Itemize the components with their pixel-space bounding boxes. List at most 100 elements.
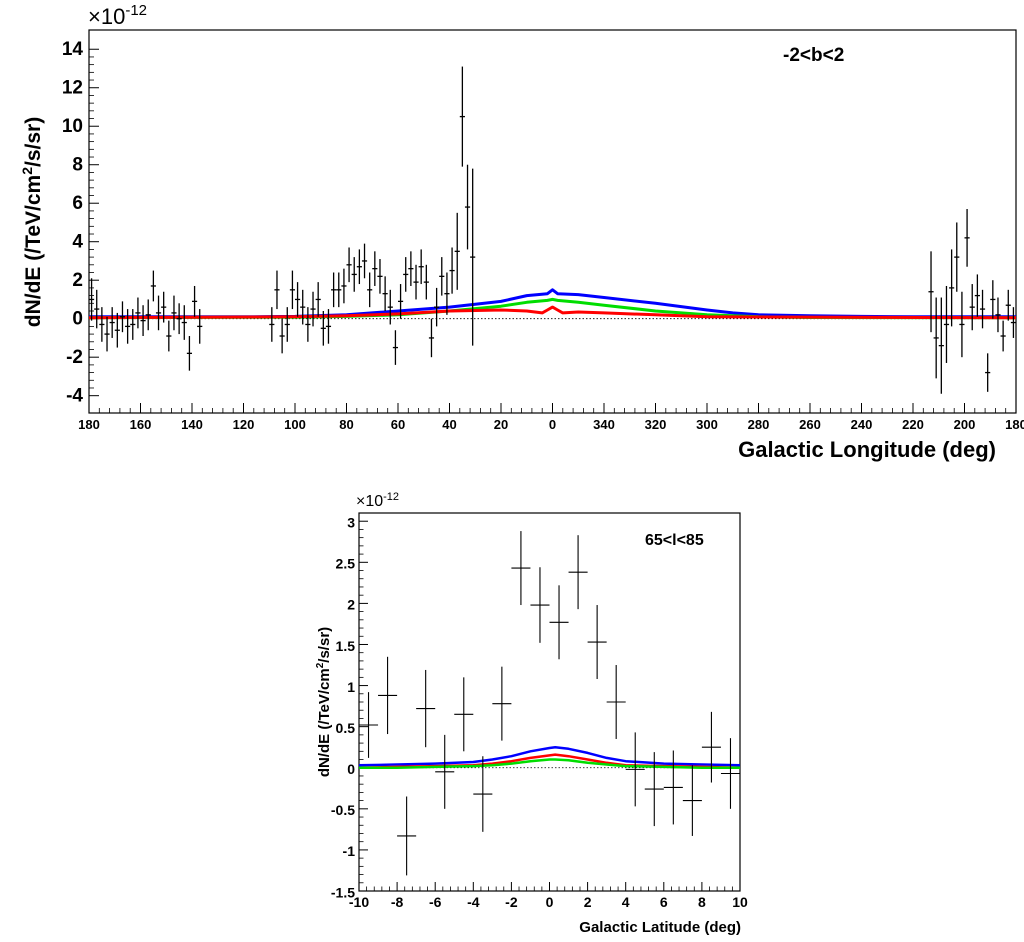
- y-tick-label: 1.5: [336, 638, 356, 654]
- y-tick-label: 4: [72, 232, 83, 253]
- y-tick-label: -0.5: [331, 802, 355, 818]
- data-point: [454, 677, 474, 752]
- x-tick-label: 60: [391, 417, 405, 432]
- data-point: [682, 765, 702, 836]
- data-point: [1010, 307, 1016, 338]
- y-tick-label: 12: [62, 78, 83, 99]
- data-point: [979, 289, 986, 329]
- data-point: [166, 320, 172, 352]
- plot-frame: [358, 512, 741, 892]
- data-point: [274, 270, 280, 310]
- data-point: [644, 752, 664, 827]
- data-point: [444, 272, 450, 315]
- data-point: [171, 295, 177, 331]
- data-point: [382, 276, 388, 311]
- data-point: [378, 656, 398, 735]
- y-tick-label: 10: [62, 116, 83, 137]
- data-point: [995, 297, 1001, 333]
- x-tick-label: 260: [799, 417, 821, 432]
- y-tick-label: 2: [347, 597, 355, 613]
- data-point: [938, 297, 944, 394]
- data-point: [361, 243, 368, 279]
- data-point: [439, 257, 445, 296]
- data-point: [701, 711, 721, 783]
- data-points: [89, 66, 1016, 394]
- y-axis-label: dN/dE (/TeV/cm2/s/sr): [315, 627, 333, 777]
- data-point: [985, 353, 991, 392]
- data-point: [295, 282, 301, 317]
- data-point: [473, 756, 493, 832]
- y-tick-label: -2: [66, 347, 83, 368]
- x-tick-label: -6: [429, 894, 442, 910]
- data-point: [435, 734, 455, 809]
- data-point: [974, 274, 980, 317]
- data-point: [269, 307, 275, 342]
- x-tick-label: 4: [622, 894, 630, 910]
- x-tick-label: -2: [505, 894, 518, 910]
- x-tick-label: -4: [467, 894, 480, 910]
- data-point: [356, 249, 362, 285]
- data-point: [398, 284, 404, 319]
- data-point: [336, 272, 342, 308]
- data-point: [511, 531, 531, 606]
- data-point: [720, 738, 740, 809]
- x-tick-label: 160: [130, 417, 152, 432]
- y-tick-label: 1: [347, 679, 355, 695]
- x-tick-label: 6: [660, 894, 668, 910]
- y-tick-label: 0: [72, 309, 83, 330]
- data-point: [449, 247, 455, 294]
- x-tick-label: 300: [696, 417, 718, 432]
- y-tick-label: 8: [72, 155, 83, 176]
- y-tick-label: 2: [72, 270, 83, 291]
- data-point: [959, 291, 965, 358]
- data-point: [351, 257, 357, 292]
- blue-model-curve: [89, 288, 1016, 319]
- data-point: [470, 168, 476, 346]
- x-tick-label: 2: [584, 894, 592, 910]
- x-tick-label: 200: [954, 417, 976, 432]
- y-tick-label: 0.5: [336, 720, 356, 736]
- data-point: [135, 297, 141, 329]
- y-tick-label: 3: [347, 515, 355, 531]
- latitude-profile-panel: ×10-12 65<l<85 Galactic Latitude (deg) d…: [315, 491, 748, 936]
- data-point: [663, 750, 683, 825]
- data-point: [434, 287, 440, 327]
- data-point: [109, 307, 115, 338]
- exponent-label: ×10-12: [88, 2, 147, 29]
- x-tick-label: 40: [442, 417, 456, 432]
- data-point: [192, 285, 198, 317]
- data-point: [549, 585, 569, 660]
- data-point: [197, 309, 203, 344]
- x-tick-label: 240: [851, 417, 873, 432]
- plot-frame: [88, 29, 1017, 414]
- x-tick-label: 80: [339, 417, 353, 432]
- data-point: [99, 307, 105, 342]
- blue-model-curve: [358, 745, 741, 767]
- data-point: [300, 289, 306, 325]
- region-annotation: -2<b<2: [783, 45, 844, 66]
- red-model-curve: [358, 753, 741, 769]
- x-tick-label: 120: [233, 417, 255, 432]
- data-point: [125, 309, 131, 344]
- axis-ticks: -10 -8 -6 -4 -2 0 2 4 6 8 10 -1.5 -1 -0.5 0 0.5 1 1.5 2 2.5…: [331, 515, 748, 910]
- data-point: [315, 282, 321, 317]
- green-model-curve: [359, 758, 740, 769]
- x-tick-label: 8: [698, 894, 706, 910]
- data-point: [181, 305, 187, 340]
- x-tick-label: 140: [181, 417, 203, 432]
- x-tick-label: 20: [494, 417, 508, 432]
- data-point: [176, 303, 182, 335]
- data-point: [392, 330, 398, 365]
- y-tick-label: 6: [72, 193, 83, 214]
- data-point: [1000, 320, 1006, 352]
- data-point: [625, 732, 645, 807]
- data-point: [372, 251, 378, 286]
- data-point: [387, 289, 393, 325]
- data-point: [140, 305, 146, 337]
- data-point: [418, 249, 424, 285]
- data-point: [130, 309, 136, 340]
- data-point: [413, 264, 419, 300]
- data-point: [161, 291, 167, 323]
- data-point: [403, 257, 409, 292]
- data-point: [104, 316, 110, 352]
